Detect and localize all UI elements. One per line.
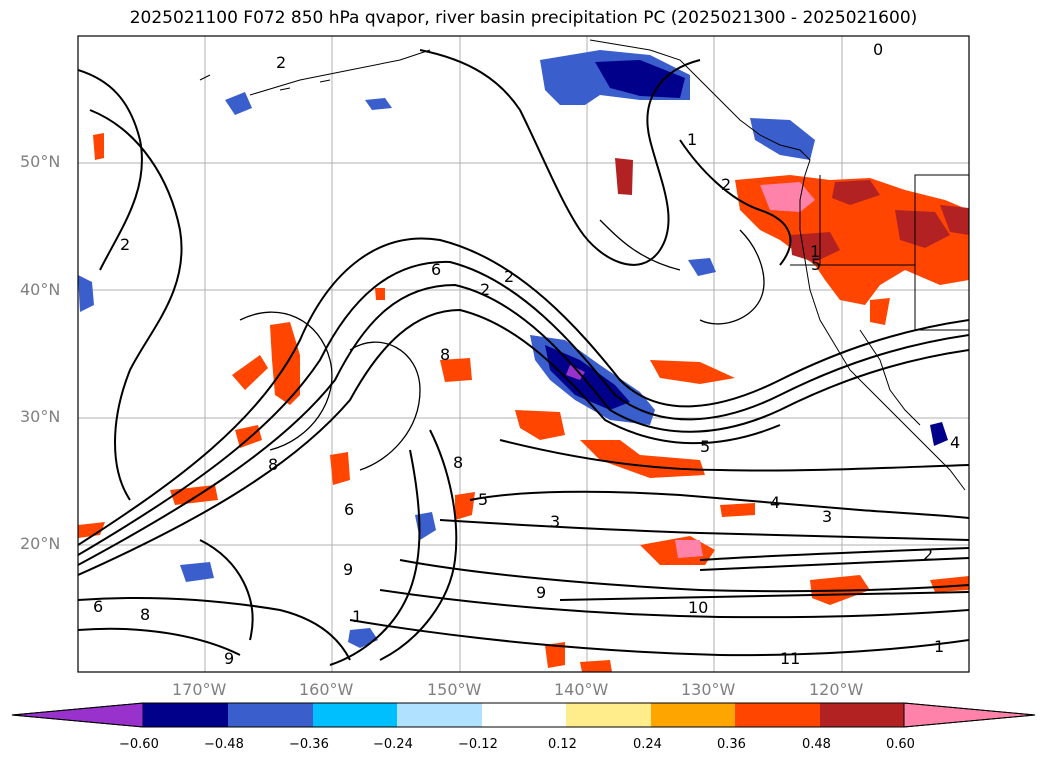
colorbar-segment xyxy=(143,703,228,727)
precip-fill-negative xyxy=(78,50,948,648)
colorbar-tick-label: −0.48 xyxy=(204,737,244,752)
contour-label: 2 xyxy=(923,545,933,564)
contour-label: 5 xyxy=(478,490,488,509)
contour-label: 5 xyxy=(811,255,821,274)
colorbar-tick-label: −0.36 xyxy=(289,737,329,752)
contour-label: 2 xyxy=(721,175,731,194)
lon-label-160w: 160°W xyxy=(299,680,354,699)
precip-fill-positive xyxy=(78,133,969,672)
contour-label: 9 xyxy=(224,649,234,668)
contour-label: 1 xyxy=(934,637,944,656)
lon-label-150w: 150°W xyxy=(427,680,482,699)
colorbar-tick-label: 0.24 xyxy=(633,737,662,752)
colorbar-outline xyxy=(11,702,1036,728)
contour-label: 9 xyxy=(536,583,546,602)
colorbar xyxy=(11,702,1036,728)
contour-label: 6 xyxy=(344,500,354,519)
map-frame xyxy=(77,35,970,673)
colorbar-tick-label: 0.60 xyxy=(886,737,915,752)
contour-label: 2 xyxy=(480,280,490,299)
colorbar-tick-label: 0.12 xyxy=(548,737,577,752)
lon-label-130w: 130°W xyxy=(681,680,736,699)
colorbar-segment xyxy=(735,703,820,727)
contour-label: 8 xyxy=(453,453,463,472)
contour-label: 2 xyxy=(504,267,514,286)
contour-label: 1 xyxy=(810,242,820,261)
coastlines xyxy=(199,39,969,491)
colorbar-segment xyxy=(397,703,482,727)
contour-label: 4 xyxy=(770,493,780,512)
contour-label: 2 xyxy=(120,235,130,254)
contour-label: 8 xyxy=(140,605,150,624)
contour-label: 0 xyxy=(873,40,883,59)
contour-label: 1 xyxy=(687,130,697,149)
colorbar-tick-label: −0.24 xyxy=(373,737,413,752)
lat-label-20n: 20°N xyxy=(20,534,61,553)
contour-label: 3 xyxy=(822,507,832,526)
lat-label-40n: 40°N xyxy=(20,280,61,299)
lat-label-50n: 50°N xyxy=(20,152,61,171)
contour-label: 5 xyxy=(700,437,710,456)
colorbar-segment xyxy=(228,703,313,727)
colorbar-tick-label: −0.12 xyxy=(458,737,498,752)
contour-label: 6 xyxy=(431,260,441,279)
colorbar-extend-low xyxy=(11,702,144,728)
colorbar-extend-high xyxy=(903,702,1036,728)
lon-label-140w: 140°W xyxy=(554,680,609,699)
colorbar-tick-label: −0.60 xyxy=(119,737,159,752)
qvapor-contours xyxy=(78,49,969,666)
map-area xyxy=(78,36,969,672)
qvapor-contours-thin xyxy=(239,219,765,471)
colorbar-tick-label: 0.48 xyxy=(802,737,831,752)
contour-label: 6 xyxy=(93,597,103,616)
contour-label: 3 xyxy=(550,512,560,531)
contour-label: 4 xyxy=(950,433,960,452)
colorbar-segment xyxy=(651,703,735,727)
contour-label: 8 xyxy=(268,455,278,474)
colorbar-segment xyxy=(313,703,397,727)
colorbar-segment xyxy=(482,703,566,727)
lon-label-120w: 120°W xyxy=(809,680,864,699)
contour-label: 2 xyxy=(276,53,286,72)
figure-title: 2025021100 F072 850 hPa qvapor, river ba… xyxy=(129,8,918,28)
colorbar-segment xyxy=(820,703,904,727)
colorbar-segment xyxy=(566,703,651,727)
contour-label: 9 xyxy=(343,560,353,579)
lat-label-30n: 30°N xyxy=(20,407,61,426)
contour-label: 11 xyxy=(780,649,800,668)
colorbar-tick-label: 0.36 xyxy=(717,737,746,752)
contour-label: 1 xyxy=(352,607,362,626)
lon-label-170w: 170°W xyxy=(172,680,227,699)
contour-label: 10 xyxy=(688,598,708,617)
contour-label: 8 xyxy=(440,345,450,364)
contour-labels: 0 2 2 2 2 2 1 1 6 8 8 8 6 5 4 3 2 5 9 9 … xyxy=(93,40,960,668)
